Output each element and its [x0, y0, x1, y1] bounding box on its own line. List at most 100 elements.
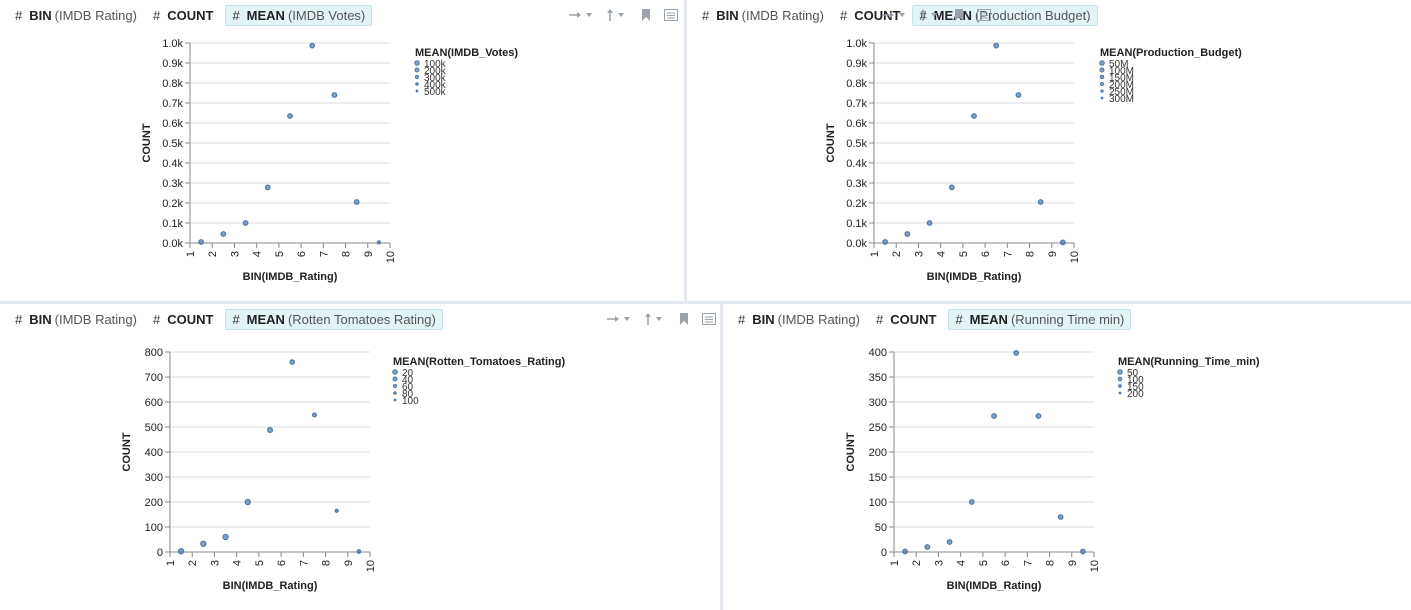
- data-point[interactable]: [1079, 548, 1086, 555]
- list-icon[interactable]: [664, 8, 678, 26]
- shelf-y-count[interactable]: # COUNT: [833, 5, 910, 26]
- legend-symbol: [415, 89, 419, 93]
- bookmark-icon[interactable]: [953, 8, 965, 26]
- legend-symbol: [1100, 89, 1104, 93]
- shelf-size-mean[interactable]: # MEAN (Running Time min): [948, 308, 1132, 330]
- aggregate-function: BIN: [752, 311, 775, 327]
- data-point[interactable]: [198, 239, 205, 245]
- aggregate-function: MEAN: [246, 311, 285, 327]
- data-point[interactable]: [264, 184, 271, 191]
- y-tick-label: 0.6k: [162, 118, 183, 130]
- y-tick-label: 350: [869, 372, 887, 384]
- y-tick-label: 0.3k: [846, 178, 867, 190]
- data-point[interactable]: [331, 92, 338, 98]
- bookmark-icon[interactable]: [678, 312, 690, 330]
- data-point[interactable]: [334, 508, 339, 513]
- data-point[interactable]: [200, 540, 207, 547]
- y-tick-label: 0.1k: [162, 218, 183, 230]
- bookmark-icon[interactable]: [640, 8, 652, 26]
- data-point[interactable]: [353, 199, 360, 205]
- data-point[interactable]: [287, 113, 293, 119]
- arrow-right-icon[interactable]: [568, 8, 594, 26]
- legend-symbol: [1117, 369, 1123, 375]
- data-point[interactable]: [968, 499, 975, 505]
- data-point[interactable]: [244, 498, 251, 506]
- arrow-up-icon[interactable]: [606, 8, 628, 26]
- y-tick-label: 300: [869, 397, 887, 409]
- y-tick-label: 200: [145, 497, 163, 509]
- field-name: (Running Time min): [1010, 311, 1125, 327]
- aggregate-function: BIN: [716, 7, 739, 23]
- shelf-size-mean[interactable]: # MEAN (Rotten Tomatoes Rating): [225, 308, 443, 330]
- quantitative-type-icon: #: [702, 7, 710, 23]
- x-tick-label: 10: [1069, 251, 1081, 263]
- x-tick-label: 1: [185, 251, 197, 257]
- data-point[interactable]: [924, 544, 931, 550]
- data-point[interactable]: [946, 539, 953, 545]
- y-tick-label: 200: [869, 447, 887, 459]
- data-point[interactable]: [1059, 239, 1066, 246]
- x-tick-label: 8: [1025, 251, 1037, 257]
- legend-symbol: [1100, 82, 1104, 86]
- data-point[interactable]: [289, 359, 295, 365]
- data-point[interactable]: [882, 239, 889, 245]
- x-tick-label: 5: [254, 560, 266, 566]
- shelf-x-bin[interactable]: # BIN (IMDB Rating): [695, 5, 831, 26]
- data-point[interactable]: [926, 220, 933, 226]
- data-point[interactable]: [1057, 514, 1064, 520]
- quantitative-type-icon: #: [232, 7, 240, 23]
- legend-label: 300k: [424, 73, 447, 84]
- shelf-x-bin[interactable]: # BIN (IMDB Rating): [8, 5, 144, 26]
- data-point[interactable]: [242, 220, 249, 226]
- aggregate-function: COUNT: [167, 7, 214, 23]
- data-point[interactable]: [902, 548, 909, 555]
- data-point[interactable]: [1035, 413, 1042, 419]
- data-point[interactable]: [1037, 199, 1044, 205]
- y-tick-label: 0.9k: [162, 58, 183, 70]
- shelf-y-count[interactable]: # COUNT: [146, 5, 223, 26]
- arrow-right-icon[interactable]: [881, 8, 907, 26]
- data-point[interactable]: [266, 426, 274, 434]
- list-icon[interactable]: [977, 8, 991, 26]
- legend-label: 100M: [1109, 66, 1134, 77]
- data-point[interactable]: [177, 548, 185, 555]
- shelf-y-count[interactable]: # COUNT: [869, 309, 946, 330]
- y-tick-label: 0.4k: [846, 158, 867, 170]
- list-icon[interactable]: [702, 312, 716, 330]
- data-point[interactable]: [222, 533, 229, 541]
- data-point[interactable]: [356, 549, 362, 554]
- data-point[interactable]: [971, 113, 977, 119]
- aggregate-function: COUNT: [167, 311, 214, 327]
- data-point[interactable]: [1015, 92, 1022, 98]
- arrow-right-icon[interactable]: [606, 312, 632, 330]
- encoding-shelves: # BIN (IMDB Rating) # COUNT # MEAN (IMDB Votes): [0, 0, 684, 30]
- data-point[interactable]: [948, 184, 955, 191]
- x-axis-title: BIN(IMDB_Rating): [243, 271, 338, 283]
- legend-symbol: [392, 383, 398, 389]
- data-point[interactable]: [993, 42, 1000, 49]
- shelf-y-count[interactable]: # COUNT: [146, 309, 223, 330]
- y-tick-label: 300: [145, 472, 163, 484]
- aggregate-function: COUNT: [890, 311, 937, 327]
- data-point[interactable]: [376, 240, 382, 245]
- data-point[interactable]: [220, 231, 227, 237]
- y-tick-label: 700: [145, 372, 163, 384]
- shelf-size-mean[interactable]: # MEAN (IMDB Votes): [225, 4, 373, 26]
- shelf-x-bin[interactable]: # BIN (IMDB Rating): [8, 309, 144, 330]
- arrow-up-icon[interactable]: [644, 312, 666, 330]
- data-point[interactable]: [309, 42, 316, 49]
- legend-symbol: [392, 369, 398, 375]
- legend-title: MEAN(IMDB_Votes): [415, 47, 518, 59]
- arrow-up-icon[interactable]: [919, 8, 941, 26]
- legend-symbol: [1118, 391, 1122, 395]
- data-point[interactable]: [311, 412, 317, 418]
- data-point[interactable]: [1013, 350, 1020, 356]
- y-tick-label: 500: [145, 422, 163, 434]
- quantitative-type-icon: #: [875, 311, 884, 327]
- shelf-x-bin[interactable]: # BIN (IMDB Rating): [731, 309, 867, 330]
- data-point[interactable]: [904, 231, 911, 237]
- legend-label: 80: [402, 389, 414, 400]
- y-tick-label: 0.2k: [162, 198, 183, 210]
- y-tick-label: 0.6k: [846, 118, 867, 130]
- data-point[interactable]: [991, 413, 997, 419]
